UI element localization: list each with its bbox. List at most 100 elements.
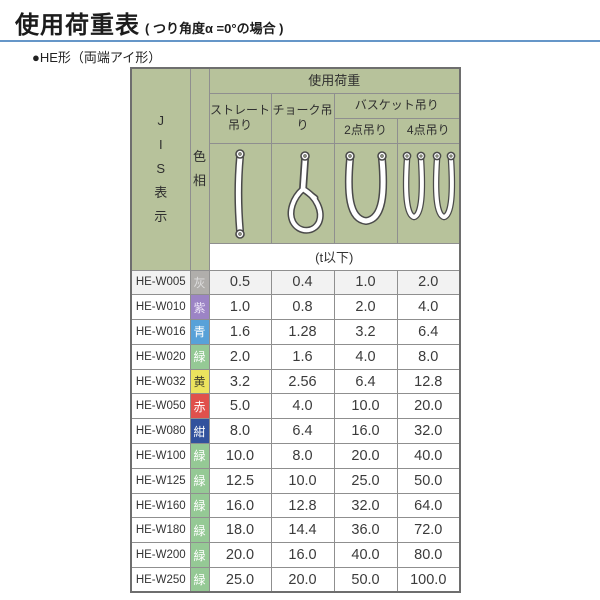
table-row: HE-W010 紫 1.0 0.8 2.0 4.0 [130, 294, 461, 321]
load-value-cell: 64.0 [396, 492, 461, 519]
choke-hitch-header: チョーク吊り [270, 92, 335, 144]
choke-sling-icon [270, 142, 335, 244]
jis-code-cell: HE-W005 [130, 269, 191, 296]
hue-cell: 緑 [189, 467, 210, 494]
hue-cell: 緑 [189, 443, 210, 469]
table-row: HE-W032 黄 3.2 2.56 6.4 12.8 [130, 368, 461, 395]
hue-cell: 赤 [189, 393, 210, 420]
load-value-cell: 12.8 [396, 368, 461, 395]
load-value-cell: 1.0 [208, 294, 272, 321]
table-row: HE-W250 緑 25.0 20.0 50.0 100.0 [130, 567, 461, 593]
load-value-cell: 12.8 [270, 492, 335, 519]
basket-hitch-header: バスケット吊り [333, 92, 461, 119]
table-row: HE-W050 赤 5.0 4.0 10.0 20.0 [130, 393, 461, 420]
title-underline [0, 40, 600, 42]
load-value-cell: 32.0 [396, 418, 461, 445]
jis-code-cell: HE-W016 [130, 319, 191, 345]
hue-cell: 黄 [189, 368, 210, 395]
jis-code-cell: HE-W100 [130, 443, 191, 469]
load-value-cell: 3.2 [208, 368, 272, 395]
load-value-cell: 40.0 [333, 542, 398, 569]
hue-column-header: 色相 [189, 67, 210, 271]
jis-code-cell: HE-W250 [130, 567, 191, 593]
jis-code-cell: HE-W080 [130, 418, 191, 445]
load-value-cell: 1.6 [270, 343, 335, 370]
load-value-cell: 1.6 [208, 319, 272, 345]
straight-sling-icon [208, 142, 272, 244]
unit-row: (t以下) [131, 242, 461, 271]
load-value-cell: 6.4 [270, 418, 335, 445]
load-value-cell: 0.5 [208, 269, 272, 296]
load-value-cell: 40.0 [396, 443, 461, 469]
load-value-cell: 16.0 [270, 542, 335, 569]
table-row: HE-W125 緑 12.5 10.0 25.0 50.0 [130, 467, 461, 494]
load-value-cell: 72.0 [396, 517, 461, 544]
load-value-cell: 100.0 [396, 567, 461, 593]
load-value-cell: 8.0 [270, 443, 335, 469]
jis-code-cell: HE-W050 [130, 393, 191, 420]
basket-2point-sling-icon [333, 142, 398, 244]
page-title-main: 使用荷重表 [15, 12, 140, 39]
load-value-cell: 4.0 [396, 294, 461, 321]
hue-cell: 緑 [189, 567, 210, 593]
table-row: HE-W180 緑 18.0 14.4 36.0 72.0 [130, 517, 461, 544]
table-row: HE-W080 紺 8.0 6.4 16.0 32.0 [130, 418, 461, 445]
load-value-cell: 32.0 [333, 492, 398, 519]
load-value-cell: 8.0 [396, 343, 461, 370]
load-value-cell: 6.4 [396, 319, 461, 345]
hue-cell: 緑 [189, 343, 210, 370]
icon-row [131, 142, 461, 244]
load-value-cell: 36.0 [333, 517, 398, 544]
load-value-cell: 20.0 [208, 542, 272, 569]
header-row-methods: ストレート吊り チョーク吊り バスケット吊り [131, 92, 461, 144]
page-title: 使用荷重表 ( つり角度α =0°の場合 ) [15, 5, 284, 40]
load-value-cell: 2.0 [396, 269, 461, 296]
load-value-cell: 20.0 [270, 567, 335, 593]
hue-cell: 緑 [189, 517, 210, 544]
jis-code-cell: HE-W200 [130, 542, 191, 569]
load-value-cell: 25.0 [208, 567, 272, 593]
load-value-cell: 5.0 [208, 393, 272, 420]
load-value-cell: 4.0 [270, 393, 335, 420]
page-title-note: ( つり角度α =0°の場合 ) [145, 21, 284, 36]
load-value-cell: 20.0 [396, 393, 461, 420]
table-row: HE-W160 緑 16.0 12.8 32.0 64.0 [130, 492, 461, 519]
hue-cell: 緑 [189, 492, 210, 519]
load-value-cell: 1.0 [333, 269, 398, 296]
load-value-cell: 1.28 [270, 319, 335, 345]
straight-hitch-header: ストレート吊り [208, 92, 272, 144]
jis-code-cell: HE-W125 [130, 467, 191, 494]
load-value-cell: 2.0 [333, 294, 398, 321]
load-value-cell: 10.0 [270, 467, 335, 494]
load-value-cell: 25.0 [333, 467, 398, 494]
load-value-cell: 0.4 [270, 269, 335, 296]
jis-code-cell: HE-W010 [130, 294, 191, 321]
load-value-cell: 14.4 [270, 517, 335, 544]
basket-2point-header: 2点吊り [333, 117, 398, 144]
load-value-cell: 16.0 [208, 492, 272, 519]
basket-4point-header: 4点吊り [396, 117, 461, 144]
load-value-cell: 16.0 [333, 418, 398, 445]
table-row: HE-W200 緑 20.0 16.0 40.0 80.0 [130, 542, 461, 569]
table-row: HE-W100 緑 10.0 8.0 20.0 40.0 [130, 443, 461, 469]
load-value-cell: 12.5 [208, 467, 272, 494]
load-value-cell: 80.0 [396, 542, 461, 569]
table-row: HE-W020 緑 2.0 1.6 4.0 8.0 [130, 343, 461, 370]
load-value-cell: 3.2 [333, 319, 398, 345]
load-column-header: 使用荷重 [208, 67, 461, 94]
load-value-cell: 8.0 [208, 418, 272, 445]
table-row: HE-W005 灰 0.5 0.4 1.0 2.0 [130, 269, 461, 296]
load-value-cell: 0.8 [270, 294, 335, 321]
load-value-cell: 2.0 [208, 343, 272, 370]
load-value-cell: 6.4 [333, 368, 398, 395]
load-value-cell: 4.0 [333, 343, 398, 370]
load-value-cell: 20.0 [333, 443, 398, 469]
jis-code-cell: HE-W020 [130, 343, 191, 370]
load-value-cell: 10.0 [208, 443, 272, 469]
jis-code-cell: HE-W160 [130, 492, 191, 519]
table-row: HE-W016 青 1.6 1.28 3.2 6.4 [130, 319, 461, 345]
hue-cell: 紺 [189, 418, 210, 445]
unit-label: (t以下) [208, 242, 461, 271]
